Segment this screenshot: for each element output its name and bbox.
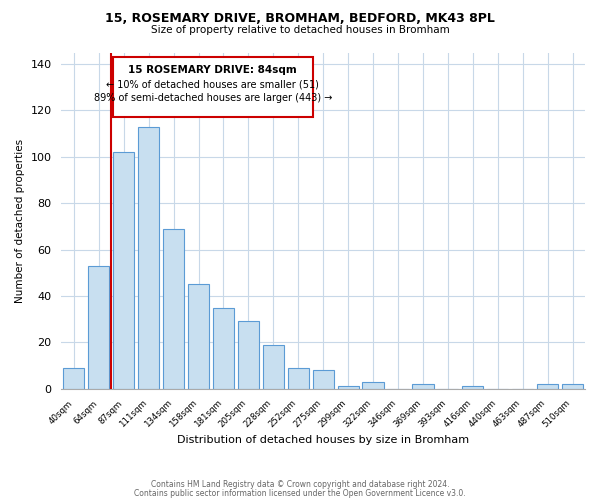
Bar (113, 152, 134, 388)
Bar (313, 370, 334, 388)
Text: Contains public sector information licensed under the Open Government Licence v3: Contains public sector information licen… (134, 488, 466, 498)
Bar (537, 384, 558, 388)
Text: 15, ROSEMARY DRIVE, BROMHAM, BEDFORD, MK43 8PL: 15, ROSEMARY DRIVE, BROMHAM, BEDFORD, MK… (105, 12, 495, 26)
Text: Contains HM Land Registry data © Crown copyright and database right 2024.: Contains HM Land Registry data © Crown c… (151, 480, 449, 489)
Bar (287, 368, 309, 388)
Bar (562, 384, 583, 388)
Y-axis label: Number of detached properties: Number of detached properties (15, 138, 25, 302)
Bar (338, 386, 359, 388)
Text: ← 10% of detached houses are smaller (51): ← 10% of detached houses are smaller (51… (106, 79, 319, 89)
Bar (113, 57, 313, 118)
Bar (213, 308, 234, 388)
Bar (263, 344, 284, 389)
Bar (188, 284, 209, 389)
Bar (412, 384, 434, 388)
X-axis label: Distribution of detached houses by size in Bromham: Distribution of detached houses by size … (177, 435, 469, 445)
Bar (462, 386, 484, 388)
Text: 15 ROSEMARY DRIVE: 84sqm: 15 ROSEMARY DRIVE: 84sqm (128, 66, 297, 76)
Text: 89% of semi-detached houses are larger (443) →: 89% of semi-detached houses are larger (… (94, 93, 332, 103)
Bar (88, 266, 109, 388)
Bar (362, 382, 383, 388)
Bar (138, 126, 159, 388)
Text: Size of property relative to detached houses in Bromham: Size of property relative to detached ho… (151, 25, 449, 35)
Bar (163, 228, 184, 388)
Bar (63, 368, 85, 388)
Bar (238, 322, 259, 388)
